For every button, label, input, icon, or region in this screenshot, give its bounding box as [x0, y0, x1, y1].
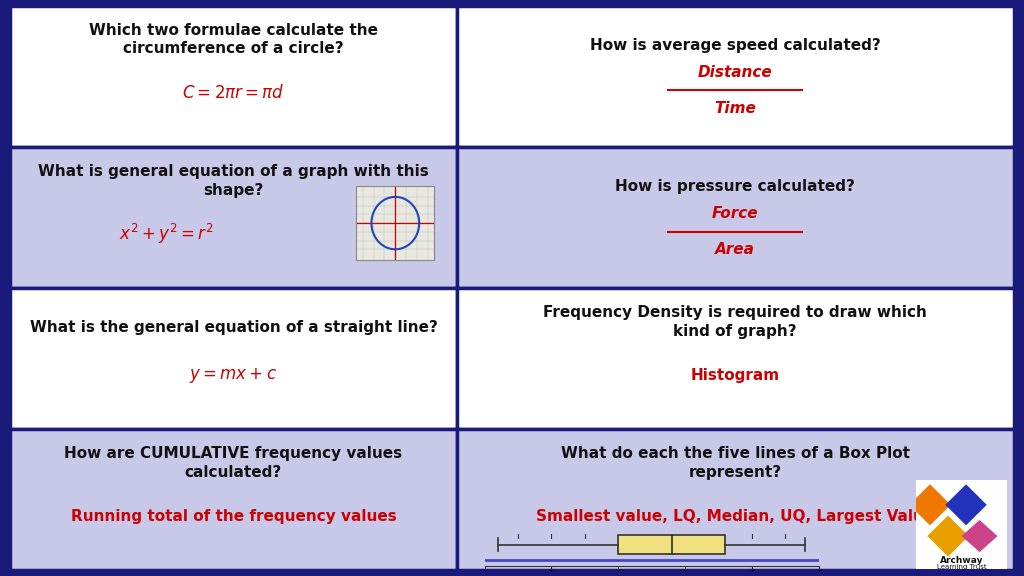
Polygon shape	[928, 516, 969, 556]
Text: What is the general equation of a straight line?: What is the general equation of a straig…	[30, 320, 437, 335]
Text: Archway: Archway	[940, 556, 983, 564]
Text: $C = 2\pi r = \pi d$: $C = 2\pi r = \pi d$	[182, 84, 285, 103]
Text: How is average speed calculated?: How is average speed calculated?	[590, 38, 881, 53]
Text: Which two formulae calculate the
circumference of a circle?: Which two formulae calculate the circumf…	[89, 23, 378, 56]
Text: Area: Area	[716, 242, 755, 257]
Text: How is pressure calculated?: How is pressure calculated?	[615, 179, 855, 194]
Polygon shape	[945, 484, 987, 525]
Text: How are CUMULATIVE frequency values
calculated?: How are CUMULATIVE frequency values calc…	[65, 446, 402, 480]
Text: Smallest value, LQ, Median, UQ, Largest Value: Smallest value, LQ, Median, UQ, Largest …	[537, 509, 934, 524]
Text: Learning Trust: Learning Trust	[937, 564, 986, 570]
Text: Time: Time	[715, 101, 756, 116]
Text: Distance: Distance	[698, 65, 772, 79]
Text: What is general equation of a graph with this
shape?: What is general equation of a graph with…	[38, 164, 429, 198]
Polygon shape	[962, 520, 997, 552]
Polygon shape	[909, 484, 950, 525]
Text: Force: Force	[712, 206, 759, 221]
Text: Frequency Density is required to draw which
kind of graph?: Frequency Density is required to draw wh…	[544, 305, 927, 339]
Text: $x^2 + y^2 = r^2$: $x^2 + y^2 = r^2$	[119, 222, 214, 247]
Text: $y = mx + c$: $y = mx + c$	[189, 366, 278, 385]
Text: Running total of the frequency values: Running total of the frequency values	[71, 509, 396, 524]
Text: What do each the five lines of a Box Plot
represent?: What do each the five lines of a Box Plo…	[561, 446, 909, 480]
Polygon shape	[618, 535, 725, 554]
Text: Histogram: Histogram	[690, 368, 780, 383]
